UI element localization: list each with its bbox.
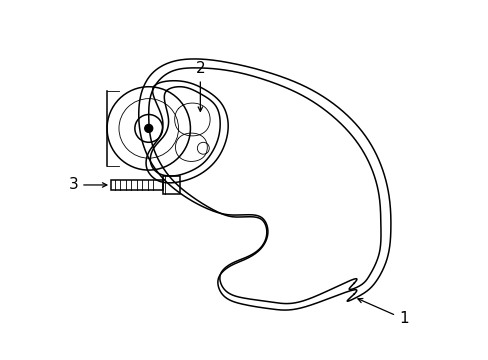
Text: 3: 3 [68, 177, 107, 193]
Circle shape [144, 125, 152, 132]
Text: 2: 2 [195, 61, 205, 111]
Text: 1: 1 [357, 298, 408, 327]
